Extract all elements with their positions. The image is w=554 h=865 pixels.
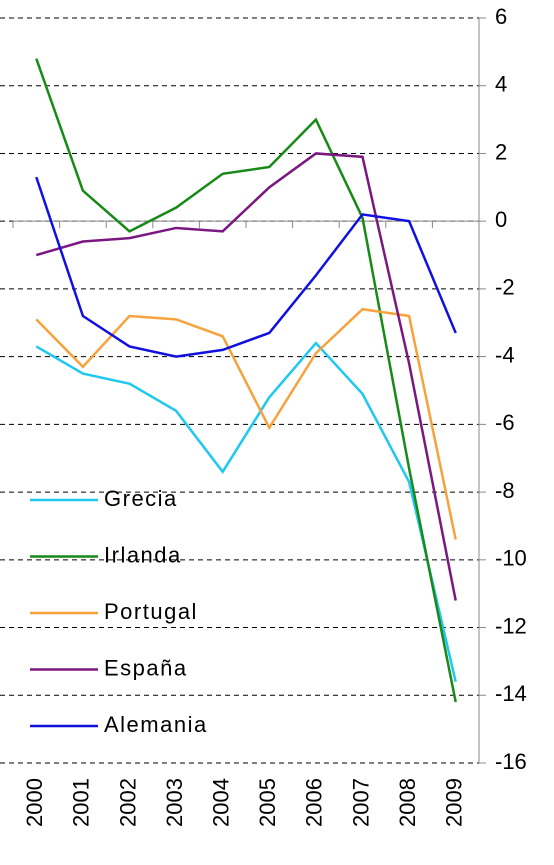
x-tick-label: 2005: [255, 778, 280, 827]
x-tick-label: 2001: [69, 778, 94, 827]
y-tick-label: -12: [495, 613, 527, 638]
series-line: [35, 152, 457, 601]
y-tick-label: -8: [495, 478, 515, 503]
x-tick-label: 2002: [115, 778, 140, 827]
y-tick-label: 0: [495, 207, 507, 232]
x-tick-label: 2003: [162, 778, 187, 827]
x-tick-label: 2009: [442, 778, 467, 827]
y-tick-label: -2: [495, 275, 515, 300]
y-tick-label: -6: [495, 410, 515, 435]
x-tick-label: 2004: [209, 778, 234, 827]
series-line: [35, 307, 457, 540]
legend-label: Grecia: [104, 486, 178, 511]
legend-label: España: [104, 655, 188, 680]
x-tick-label: 2006: [302, 778, 327, 827]
y-tick-label: -10: [495, 546, 527, 571]
series-line: [35, 341, 457, 683]
legend-label: Irlanda: [104, 542, 182, 567]
y-tick-label: 2: [495, 139, 507, 164]
legend-label: Portugal: [104, 599, 198, 624]
legend-label: Alemania: [104, 712, 208, 737]
x-tick-label: 2000: [22, 778, 47, 827]
x-tick-label: 2007: [348, 778, 373, 827]
y-tick-label: -16: [495, 749, 527, 774]
y-tick-label: 4: [495, 72, 507, 97]
series-line: [35, 58, 457, 703]
y-tick-label: -4: [495, 342, 515, 367]
x-tick-label: 2008: [395, 778, 420, 827]
series-line: [35, 176, 457, 358]
y-tick-label: -14: [495, 681, 527, 706]
y-tick-label: 6: [495, 4, 507, 29]
